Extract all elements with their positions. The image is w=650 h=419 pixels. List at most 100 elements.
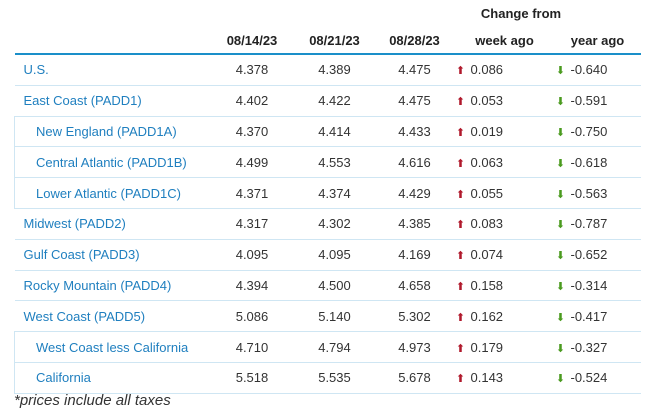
table-row: Rocky Mountain (PADD4) 4.394 4.500 4.658 ⬆ 0.… [14, 270, 641, 302]
price-table: 08/14/23 08/21/23 08/28/23 week ago year… [14, 27, 641, 394]
region-link[interactable]: Lower Atlantic (PADD1C) [14, 177, 210, 209]
year-change-value: -0.314 [570, 277, 608, 293]
year-change-value: -0.750 [570, 123, 608, 139]
arrow-up-icon: ⬆ [455, 219, 466, 232]
price-cell-1: 4.370 [209, 116, 295, 148]
table-row: Lower Atlantic (PADD1C) 4.371 4.374 4.429 ⬆ 0… [14, 177, 641, 209]
price-cell-2: 4.414 [294, 116, 375, 148]
table-row: West Coast (PADD5) 5.086 5.140 5.302 ⬆ 0.162 ⬇… [14, 300, 641, 333]
price-cell-2: 4.374 [294, 177, 375, 209]
header-week-ago: week ago [454, 27, 555, 55]
region-link[interactable]: West Coast less California [14, 331, 210, 363]
region-link[interactable]: Gulf Coast (PADD3) [14, 239, 210, 271]
week-change-value: 0.055 [470, 185, 504, 201]
week-change-value: 0.083 [470, 216, 504, 232]
arrow-down-icon: ⬇ [555, 188, 566, 201]
price-cell-3: 4.475 [374, 85, 455, 117]
arrow-down-icon: ⬇ [555, 157, 566, 170]
table-row: West Coast less California 4.710 4.794 4.97… [14, 331, 641, 363]
footnote: *prices include all taxes [14, 392, 171, 409]
region-link[interactable]: New England (PADD1A) [14, 116, 210, 148]
week-change-value: 0.179 [470, 339, 504, 355]
year-change-cell: ⬇ -0.652 [554, 239, 641, 271]
price-cell-3: 4.475 [374, 54, 455, 86]
week-change-cell: ⬆ 0.158 [454, 270, 555, 302]
arrow-up-icon: ⬆ [455, 157, 466, 170]
year-change-value: -0.524 [570, 370, 608, 386]
year-change-value: -0.563 [570, 185, 608, 201]
arrow-down-icon: ⬇ [555, 373, 566, 386]
arrow-down-icon: ⬇ [555, 126, 566, 139]
price-cell-3: 4.658 [374, 270, 455, 302]
arrow-up-icon: ⬆ [455, 342, 466, 355]
header-year-ago: year ago [554, 27, 641, 55]
year-change-cell: ⬇ -0.327 [554, 331, 641, 363]
week-change-cell: ⬆ 0.143 [454, 362, 555, 394]
year-change-value: -0.417 [570, 308, 608, 324]
price-cell-2: 4.500 [294, 270, 375, 302]
arrow-up-icon: ⬆ [455, 126, 466, 139]
region-link[interactable]: West Coast (PADD5) [14, 300, 210, 333]
region-link[interactable]: Central Atlantic (PADD1B) [14, 146, 210, 179]
arrow-up-icon: ⬆ [455, 96, 466, 109]
arrow-up-icon: ⬆ [455, 65, 466, 78]
year-change-value: -0.640 [570, 62, 608, 78]
arrow-up-icon: ⬆ [455, 311, 466, 324]
week-change-cell: ⬆ 0.019 [454, 116, 555, 148]
arrow-up-icon: ⬆ [455, 250, 466, 263]
price-cell-1: 4.378 [209, 54, 295, 86]
change-from-label: Change from [480, 6, 562, 21]
arrow-down-icon: ⬇ [555, 342, 566, 355]
week-change-cell: ⬆ 0.053 [454, 85, 555, 117]
week-change-value: 0.053 [470, 93, 504, 109]
price-cell-3: 4.169 [374, 239, 455, 271]
price-cell-1: 4.095 [209, 239, 295, 271]
arrow-up-icon: ⬆ [455, 280, 466, 293]
price-cell-2: 4.095 [294, 239, 375, 271]
week-change-value: 0.162 [470, 308, 504, 324]
price-cell-1: 4.317 [209, 208, 295, 240]
year-change-cell: ⬇ -0.524 [554, 362, 641, 394]
week-change-cell: ⬆ 0.083 [454, 208, 555, 240]
region-link[interactable]: Midwest (PADD2) [14, 208, 210, 240]
price-cell-1: 4.402 [209, 85, 295, 117]
price-cell-2: 5.535 [294, 362, 375, 394]
price-cell-3: 5.302 [374, 300, 455, 333]
header-region [14, 27, 210, 55]
week-change-cell: ⬆ 0.055 [454, 177, 555, 209]
price-cell-2: 4.422 [294, 85, 375, 117]
year-change-cell: ⬇ -0.417 [554, 300, 641, 333]
price-cell-1: 4.499 [209, 146, 295, 179]
week-change-cell: ⬆ 0.074 [454, 239, 555, 271]
week-change-cell: ⬆ 0.162 [454, 300, 555, 333]
year-change-cell: ⬇ -0.618 [554, 146, 641, 179]
price-cell-1: 4.394 [209, 270, 295, 302]
header-date-1: 08/14/23 [209, 27, 295, 55]
year-change-cell: ⬇ -0.750 [554, 116, 641, 148]
year-change-cell: ⬇ -0.314 [554, 270, 641, 302]
price-cell-3: 4.616 [374, 146, 455, 179]
arrow-down-icon: ⬇ [555, 280, 566, 293]
week-change-cell: ⬆ 0.086 [454, 54, 555, 86]
region-link[interactable]: U.S. [14, 54, 210, 86]
year-change-value: -0.591 [570, 93, 608, 109]
price-cell-3: 5.678 [374, 362, 455, 394]
price-cell-3: 4.973 [374, 331, 455, 363]
week-change-value: 0.158 [470, 277, 504, 293]
arrow-down-icon: ⬇ [555, 250, 566, 263]
header-date-3: 08/28/23 [374, 27, 455, 55]
week-change-value: 0.074 [470, 247, 504, 263]
arrow-down-icon: ⬇ [555, 96, 566, 109]
table-row: California 5.518 5.535 5.678 ⬆ 0.143 ⬇ -0.524 [14, 362, 641, 394]
year-change-value: -0.787 [570, 216, 608, 232]
table-row: Midwest (PADD2) 4.317 4.302 4.385 ⬆ 0.083 ⬇ -0.… [14, 208, 641, 240]
region-link[interactable]: Rocky Mountain (PADD4) [14, 270, 210, 302]
price-cell-2: 5.140 [294, 300, 375, 333]
price-cell-1: 5.086 [209, 300, 295, 333]
price-cell-1: 4.710 [209, 331, 295, 363]
table-row: New England (PADD1A) 4.370 4.414 4.433 ⬆ 0.01… [14, 116, 641, 148]
region-link[interactable]: East Coast (PADD1) [14, 85, 210, 117]
region-link[interactable]: California [14, 362, 210, 394]
week-change-cell: ⬆ 0.179 [454, 331, 555, 363]
week-change-value: 0.063 [470, 154, 504, 170]
